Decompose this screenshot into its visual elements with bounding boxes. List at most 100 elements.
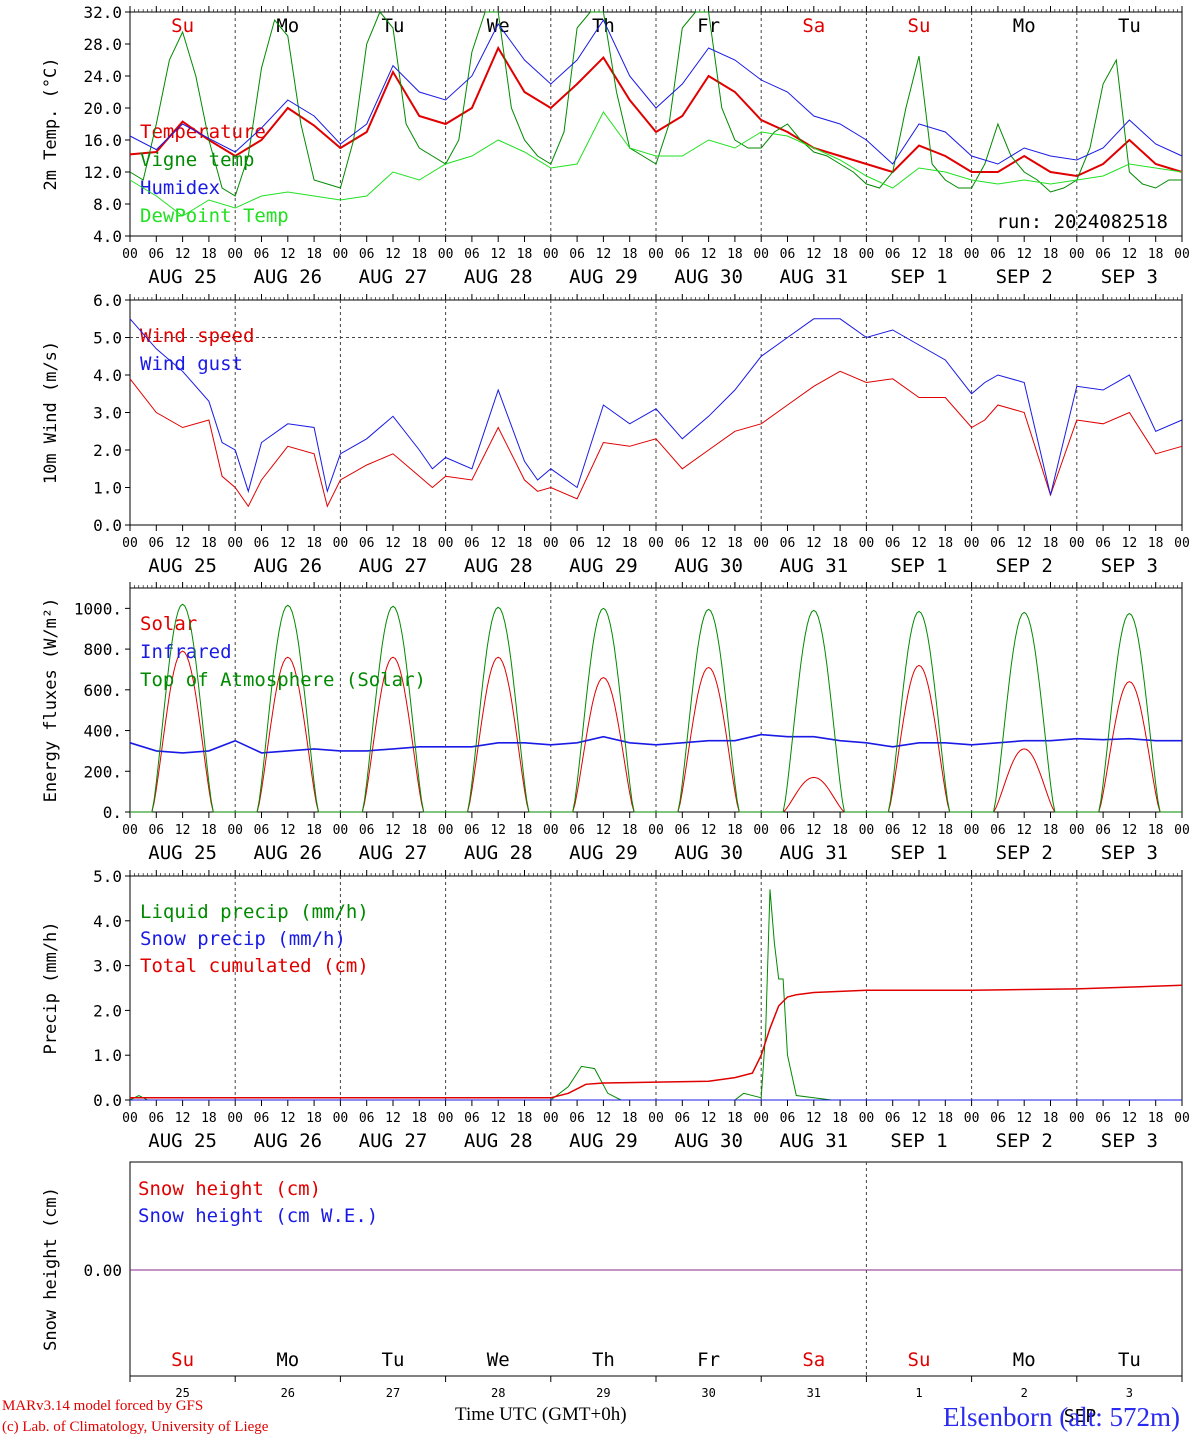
weekday-label: Mo [1013,15,1036,37]
hour-tick-label: 18 [306,823,322,838]
hour-tick-label: 06 [674,823,690,838]
date-label: AUG 29 [569,555,638,577]
legend-entry: Snow height (cm W.E.) [138,1205,378,1227]
hour-tick-label: 00 [859,823,875,838]
hour-tick-label: 12 [596,536,612,551]
hour-tick-label: 00 [333,536,349,551]
hour-tick-label: 12 [385,536,401,551]
hour-tick-label: 12 [806,1111,822,1126]
hour-tick-label: 00 [227,823,243,838]
date-label: AUG 29 [569,266,638,288]
y-tick-label: 32.0 [83,3,122,22]
hour-tick-label: 00 [964,823,980,838]
y-tick-label: 200. [83,762,122,781]
y-tick-label: 4.0 [93,366,122,385]
hour-tick-label: 12 [911,247,927,262]
series-line-1-4 [129,111,1183,217]
hour-tick-label: 06 [990,823,1006,838]
hour-tick-label: 18 [727,247,743,262]
hour-tick-label: 12 [280,536,296,551]
date-label: AUG 30 [674,555,743,577]
hour-tick-label: 00 [1174,823,1190,838]
weekday-label: Th [592,1349,615,1371]
panel-frame [129,11,1183,237]
series-line-4-3 [130,984,1183,1099]
hour-tick-label: 18 [411,823,427,838]
hour-tick-label: 00 [648,247,664,262]
legend-entry: Temperature [140,121,266,143]
hour-tick-label: 18 [517,823,533,838]
date-label: SEP 3 [1101,842,1158,864]
hour-tick-label: 00 [543,536,559,551]
hour-tick-label: 00 [859,536,875,551]
hour-tick-label: 18 [306,536,322,551]
y-tick-label: 0.00 [83,1261,122,1280]
legend-entry: Top of Atmosphere (Solar) [140,669,426,691]
model-credit: MARv3.14 model forced by GFS [2,1398,204,1414]
y-axis-label: Energy fluxes (W/m²) [41,598,61,803]
hour-tick-label: 12 [175,1111,191,1126]
date-label: AUG 29 [569,1130,638,1152]
hour-tick-label: 12 [280,823,296,838]
hour-tick-label: 12 [280,247,296,262]
hour-tick-label: 12 [596,823,612,838]
hour-tick-label: 00 [648,536,664,551]
hour-tick-label: 18 [517,1111,533,1126]
hour-tick-label: 06 [780,536,796,551]
hour-tick-label: 06 [254,823,270,838]
day-number-label: 1 [915,1386,922,1400]
weekday-label: Tu [382,1349,405,1371]
y-axis-label: Snow height (cm) [41,1187,61,1351]
hour-tick-label: 00 [753,823,769,838]
weekday-label: Fr [697,15,720,37]
hour-tick-label: 00 [122,823,138,838]
hour-tick-label: 12 [385,1111,401,1126]
day-number-label: 2 [1021,1386,1028,1400]
weekday-label: Mo [1013,1349,1036,1371]
legend-entry: Snow precip (mm/h) [140,928,346,950]
date-label: AUG 26 [253,842,322,864]
date-label: AUG 26 [253,555,322,577]
hour-tick-label: 12 [701,823,717,838]
y-axis-label: 2m Temp. (°C) [41,57,61,190]
hour-tick-label: 12 [1122,1111,1138,1126]
hour-tick-label: 18 [411,247,427,262]
hour-tick-label: 06 [885,536,901,551]
hour-tick-label: 12 [175,823,191,838]
hour-tick-label: 06 [1095,1111,1111,1126]
hour-tick-label: 00 [648,823,664,838]
weekday-label: Sa [802,1349,825,1371]
hour-tick-label: 00 [122,247,138,262]
y-tick-label: 0.0 [93,1091,122,1110]
date-label: SEP 1 [890,266,947,288]
hour-tick-label: 12 [701,536,717,551]
hour-tick-label: 06 [569,1111,585,1126]
hour-tick-label: 18 [1043,823,1059,838]
y-tick-label: 5.0 [93,329,122,348]
series-line-3-2 [129,733,1182,754]
hour-tick-label: 12 [596,1111,612,1126]
day-number-label: 27 [386,1386,400,1400]
hour-tick-label: 12 [911,536,927,551]
weekday-label: Su [908,15,931,37]
legend-entry: Total cumulated (cm) [140,955,369,977]
date-label: AUG 28 [464,266,533,288]
y-tick-label: 1.0 [93,1046,122,1065]
hour-tick-label: 12 [385,247,401,262]
day-number-label: 31 [807,1386,821,1400]
weekday-label: Su [171,15,194,37]
hour-tick-label: 18 [937,536,953,551]
hour-tick-label: 06 [464,1111,480,1126]
y-tick-label: 28.0 [83,35,122,54]
hour-tick-label: 00 [438,247,454,262]
hour-tick-label: 06 [990,1111,1006,1126]
weekday-label: Tu [1118,15,1141,37]
date-label: AUG 25 [148,1130,217,1152]
hour-tick-label: 12 [175,247,191,262]
date-label: AUG 27 [359,555,428,577]
weekday-label: Fr [697,1349,720,1371]
hour-tick-label: 06 [359,823,375,838]
y-axis-label: 10m Wind (m/s) [41,341,61,484]
y-tick-label: 6.0 [93,291,122,310]
